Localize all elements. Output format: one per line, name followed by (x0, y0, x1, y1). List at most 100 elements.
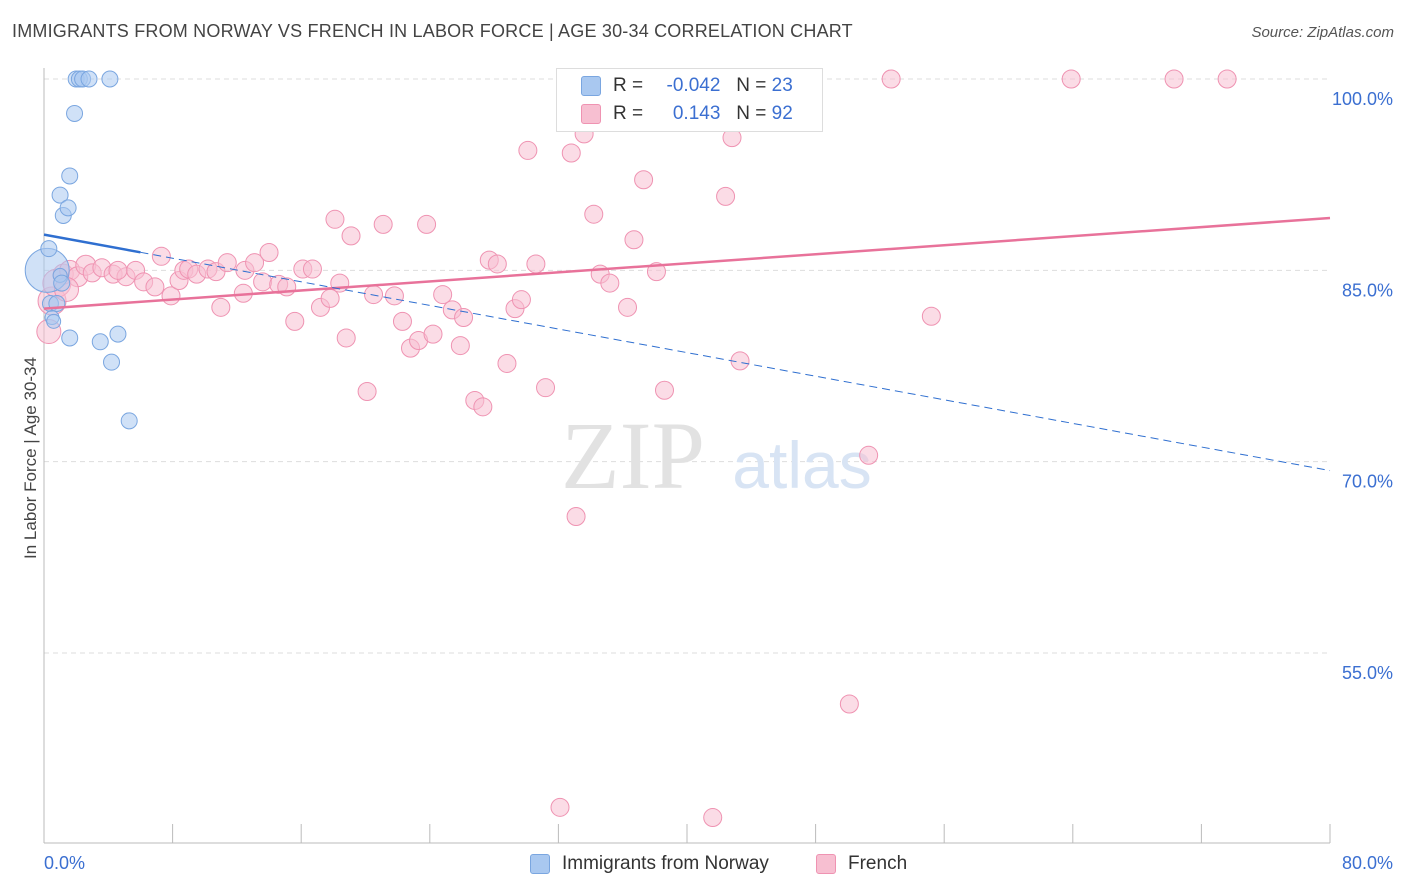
french-point (151, 246, 171, 266)
french-point (285, 311, 305, 331)
french-point (392, 311, 412, 331)
legend-label-norway: Immigrants from Norway (562, 853, 769, 874)
n-value: 23 (771, 75, 793, 96)
legend-item-norway[interactable]: Immigrants from Norway (530, 851, 769, 877)
french-point (1164, 69, 1184, 89)
norway-point (91, 333, 109, 351)
norway-legend-swatch (530, 854, 550, 874)
r-value: 0.143 (672, 103, 721, 124)
y-tick-label: 100.0% (1332, 89, 1393, 109)
french-point (618, 297, 638, 317)
french-point (423, 324, 443, 344)
norway-point (61, 167, 79, 185)
french-point (634, 170, 654, 190)
watermark: ZIP atlas (561, 402, 872, 509)
french-point (536, 378, 556, 398)
french-point (584, 204, 604, 224)
stats-legend: R = -0.042 N = 23 R = 0.143 N = 92 (556, 68, 823, 132)
french-point (145, 277, 165, 297)
r-value: -0.042 (666, 75, 721, 96)
norway-swatch (581, 76, 601, 96)
norway-point (80, 70, 98, 88)
french-point (703, 808, 723, 828)
french-point (417, 214, 437, 234)
french-point (497, 353, 517, 373)
french-point (716, 186, 736, 206)
french-point (518, 140, 538, 160)
french-point (277, 277, 297, 297)
french-point (646, 262, 666, 282)
french-point (357, 382, 377, 402)
stats-row-french: R = 0.143 N = 92 (581, 101, 793, 127)
french-point (433, 285, 453, 305)
norway-point (103, 353, 121, 371)
french-point (526, 254, 546, 274)
r-label: R = (613, 103, 644, 124)
watermark-zip: ZIP (561, 402, 705, 509)
french-point (341, 226, 361, 246)
french-point (454, 308, 474, 328)
y-tick-label: 55.0% (1342, 663, 1393, 683)
norway-point (101, 70, 119, 88)
french-trend-line (43, 216, 1331, 310)
y-tick-label: 85.0% (1342, 280, 1393, 300)
axes (43, 68, 1331, 844)
french-point (320, 288, 340, 308)
norway-point (120, 412, 138, 430)
french-legend-swatch (816, 854, 836, 874)
norway-trend-line-solid (43, 233, 141, 254)
french-point (550, 797, 570, 817)
french-point (302, 259, 322, 279)
french-point (245, 253, 265, 273)
tick-labels: 55.0% 70.0% 85.0% 100.0% 0.0% 80.0% (44, 89, 1393, 873)
french-point (211, 297, 231, 317)
n-label: N = (736, 103, 767, 124)
norway-point (46, 313, 62, 329)
r-label: R = (613, 75, 644, 96)
source-label: Source: ZipAtlas.com (1251, 24, 1394, 41)
french-point (921, 306, 941, 326)
french-point (600, 273, 620, 293)
french-point (839, 694, 859, 714)
norway-point (59, 199, 77, 217)
french-point (859, 445, 879, 465)
norway-point (40, 240, 58, 258)
x-tick-label-min: 0.0% (44, 853, 85, 873)
french-point (450, 336, 470, 356)
french-point (487, 254, 507, 274)
y-tick-label: 70.0% (1342, 472, 1393, 492)
french-point (336, 328, 356, 348)
norway-point (109, 325, 127, 343)
french-point (566, 507, 586, 527)
french-point (325, 209, 345, 229)
norway-point (66, 104, 84, 122)
norway-point (51, 186, 69, 204)
french-swatch (581, 104, 601, 124)
gridlines (44, 78, 1330, 654)
norway-trend-line-dashed (140, 251, 1331, 472)
french-point (373, 214, 393, 234)
french-point (561, 143, 581, 163)
french-point (473, 397, 493, 417)
x-tick-label-max: 80.0% (1342, 853, 1393, 873)
french-point (364, 285, 384, 305)
norway-points (24, 70, 138, 430)
chart-title: IMMIGRANTS FROM NORWAY VS FRENCH IN LABO… (12, 21, 853, 41)
norway-point (53, 274, 71, 292)
french-point (1217, 69, 1237, 89)
legend-label-french: French (848, 853, 908, 874)
french-point (511, 290, 531, 310)
n-label: N = (736, 75, 767, 96)
french-point (259, 242, 279, 262)
trend-lines (43, 216, 1331, 472)
stats-row-norway: R = -0.042 N = 23 (581, 73, 793, 99)
french-point (654, 380, 674, 400)
legend-item-french[interactable]: French (816, 851, 907, 877)
n-value: 92 (771, 103, 793, 124)
french-point (108, 260, 128, 280)
french-point (624, 230, 644, 250)
french-point (881, 69, 901, 89)
watermark-atlas: atlas (732, 428, 871, 502)
norway-point (61, 329, 79, 347)
